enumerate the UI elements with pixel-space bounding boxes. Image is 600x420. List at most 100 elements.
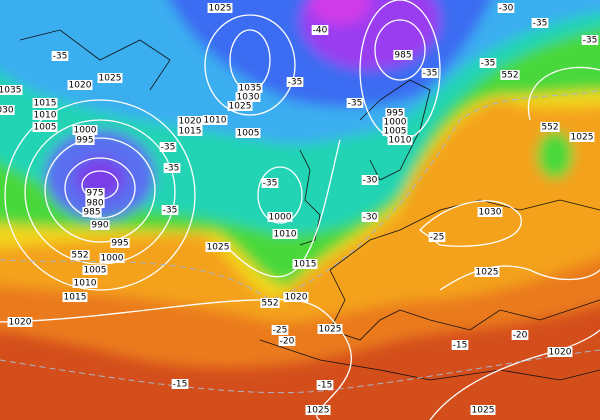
isobar (374, 19, 426, 81)
map-label: 1025 (209, 4, 232, 14)
map-label: -35 (263, 179, 278, 189)
label-box (479, 58, 497, 68)
map-label: 985 (394, 51, 411, 61)
label-box (474, 267, 500, 277)
map-label: -15 (173, 380, 188, 390)
map-label: -35 (53, 52, 68, 62)
map-label: 1025 (571, 133, 594, 143)
map-label: 1010 (204, 116, 227, 126)
label-box (271, 325, 289, 335)
label-box (547, 347, 573, 357)
map-label: -35 (165, 164, 180, 174)
map-label: 1035 (0, 86, 21, 96)
map-label: -30 (499, 4, 514, 14)
map-label: 1015 (34, 99, 57, 109)
map-label: 980 (86, 199, 103, 209)
label-box (161, 205, 179, 215)
map-labels: 1025103503010201025101510101005100099597… (0, 3, 599, 416)
label-box (316, 380, 334, 390)
map-label: 552 (541, 123, 558, 133)
label-box (75, 135, 95, 145)
thickness-line (0, 89, 600, 301)
label-box (32, 98, 58, 108)
isobar (429, 329, 600, 420)
label-box (67, 80, 93, 90)
map-label: 995 (386, 109, 403, 119)
map-label: -35 (348, 99, 363, 109)
label-box (205, 242, 231, 252)
label-box (0, 85, 23, 95)
map-label: 1015 (294, 260, 317, 270)
coast-greenland (19, 29, 171, 91)
label-box (382, 126, 408, 136)
label-box (72, 125, 98, 135)
map-label: 552 (71, 251, 88, 261)
map-label: 1025 (472, 406, 495, 416)
map-label: 1015 (64, 293, 87, 303)
label-box (0, 105, 15, 115)
map-label: 1000 (74, 126, 97, 136)
isobar (419, 200, 522, 247)
map-label: 1020 (549, 348, 572, 358)
label-box (163, 163, 181, 173)
label-box (511, 330, 529, 340)
isobar (24, 119, 176, 265)
map-label: 1025 (307, 406, 330, 416)
coast-africa (259, 339, 600, 381)
field-magenta (310, 0, 370, 25)
map-label: 030 (0, 106, 14, 116)
map-label: 1035 (239, 84, 262, 94)
label-box (346, 98, 364, 108)
label-box (317, 324, 343, 334)
map-label: 1025 (207, 243, 230, 253)
map-label: 1020 (285, 293, 308, 303)
map-label: 1000 (269, 213, 292, 223)
label-box (385, 108, 405, 118)
label-box (581, 35, 599, 45)
label-box (202, 115, 228, 125)
isobar (64, 157, 136, 219)
label-box (7, 317, 33, 327)
label-box (267, 212, 293, 222)
label-box (85, 188, 105, 198)
label-box (32, 110, 58, 120)
label-box (292, 259, 318, 269)
label-box (260, 298, 280, 308)
map-label: 1000 (384, 118, 407, 128)
map-label: 1010 (74, 279, 97, 289)
label-box (382, 117, 408, 127)
label-box (428, 232, 446, 242)
map-label: -35 (481, 59, 496, 69)
isobar (204, 14, 296, 116)
label-box (177, 126, 203, 136)
label-box (51, 51, 69, 61)
map-label: 1010 (274, 230, 297, 240)
label-box (177, 116, 203, 126)
map-label: 1025 (319, 325, 342, 335)
map-label: -20 (280, 337, 295, 347)
map-label: 1010 (389, 136, 412, 146)
map-label: -35 (583, 36, 598, 46)
label-box (207, 3, 233, 13)
label-box (227, 101, 253, 111)
map-label: -35 (533, 19, 548, 29)
label-box (272, 229, 298, 239)
map-label: 995 (76, 136, 93, 146)
isobar (439, 265, 600, 291)
label-box (393, 50, 413, 60)
map-label: 1005 (34, 123, 57, 133)
map-label: 552 (501, 71, 518, 81)
label-box (497, 3, 515, 13)
map-label: -15 (318, 381, 333, 391)
map-label: 1010 (34, 111, 57, 121)
map-label: 1000 (101, 254, 124, 264)
map-label: 995 (111, 239, 128, 249)
label-box (235, 128, 261, 138)
field-green-blob (537, 131, 573, 179)
map-label: -35 (423, 69, 438, 79)
map-label: 1025 (476, 268, 499, 278)
label-box (451, 340, 469, 350)
label-box (82, 207, 102, 217)
label-box (99, 253, 125, 263)
